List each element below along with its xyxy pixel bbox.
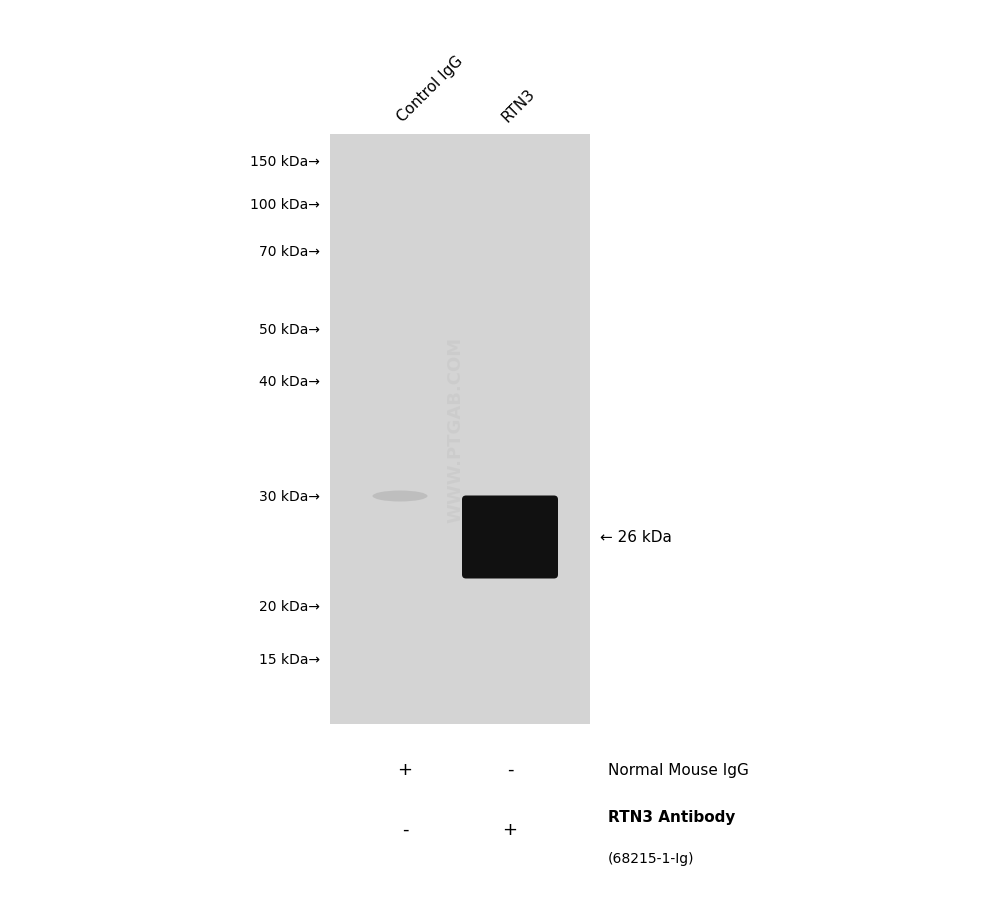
Text: WWW.PTGAB.COM: WWW.PTGAB.COM (446, 336, 464, 522)
Text: RTN3: RTN3 (499, 86, 538, 124)
Text: (68215-1-Ig): (68215-1-Ig) (608, 851, 694, 865)
Text: Control IgG: Control IgG (394, 53, 466, 124)
Text: +: + (398, 760, 413, 778)
Bar (330, 135, 590, 724)
Text: 30 kDa→: 30 kDa→ (259, 490, 320, 503)
Text: 20 kDa→: 20 kDa→ (259, 599, 320, 613)
Text: -: - (507, 760, 513, 778)
Text: Normal Mouse IgG: Normal Mouse IgG (608, 761, 749, 777)
Text: 150 kDa→: 150 kDa→ (250, 155, 320, 169)
Text: 50 kDa→: 50 kDa→ (259, 323, 320, 336)
Text: 40 kDa→: 40 kDa→ (259, 374, 320, 389)
Text: 15 kDa→: 15 kDa→ (259, 652, 320, 667)
FancyBboxPatch shape (462, 496, 558, 579)
Text: RTN3 Antibody: RTN3 Antibody (608, 809, 735, 824)
Text: 100 kDa→: 100 kDa→ (250, 198, 320, 212)
Text: -: - (402, 820, 408, 838)
Text: ← 26 kDa: ← 26 kDa (600, 529, 672, 545)
Text: +: + (503, 820, 518, 838)
Text: 70 kDa→: 70 kDa→ (259, 244, 320, 259)
Ellipse shape (372, 491, 428, 502)
